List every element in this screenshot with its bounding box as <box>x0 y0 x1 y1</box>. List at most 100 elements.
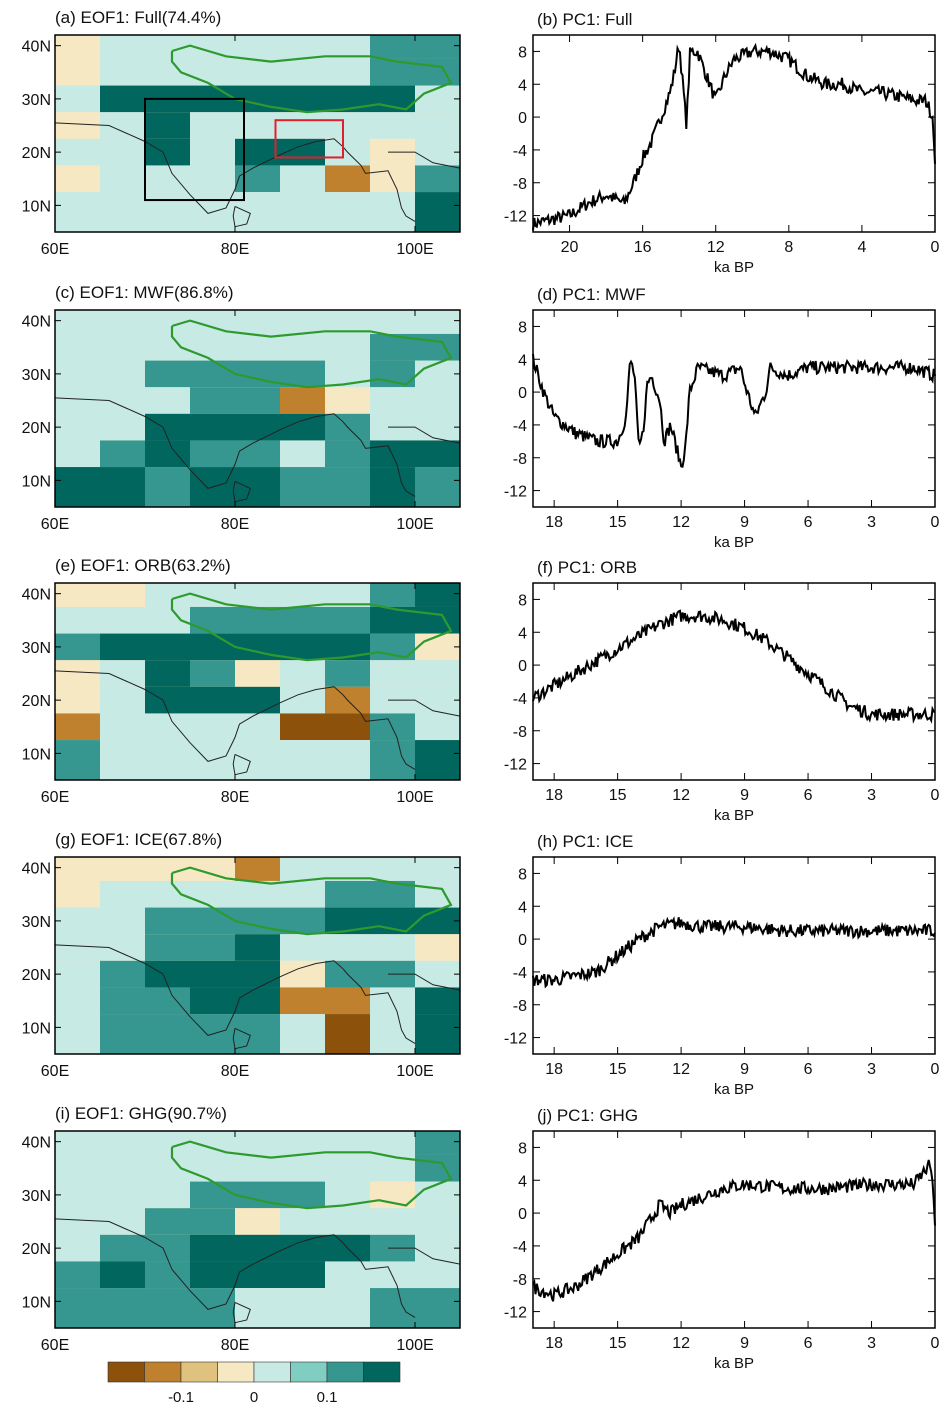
panel-i-coastline <box>388 1247 461 1265</box>
panel-c-plateau-outline <box>170 319 453 389</box>
panel-i-cell <box>100 1234 145 1262</box>
panel-g-cell <box>100 880 145 908</box>
panel-e-map-frame <box>54 582 461 781</box>
panel-f-ytick-label: -12 <box>504 757 527 774</box>
colorbar-swatch <box>290 1361 328 1383</box>
panel-c-cell <box>145 440 190 468</box>
panel-c-cell <box>235 413 280 441</box>
panel-g-plateau-outline <box>170 866 453 936</box>
panel-g-cell <box>415 880 460 908</box>
panel-h-xtick-label: 9 <box>740 1061 749 1078</box>
panel-c-lat-label: 20N <box>22 420 51 437</box>
panel-g-cell <box>370 1014 415 1054</box>
panel-c-cell <box>55 467 100 507</box>
panel-e-cell <box>325 660 370 687</box>
panel-h-ytick-label: -4 <box>513 965 527 982</box>
panel-f-ytick-label: 4 <box>518 625 527 642</box>
panel-b-title: (b) PC1: Full <box>537 10 632 29</box>
panel-e-cell <box>145 660 190 687</box>
panel-e-cell <box>100 713 145 741</box>
panel-e-cell <box>370 740 415 780</box>
panel-g-cell <box>280 907 325 935</box>
panel-h-xtick-label: 12 <box>672 1061 690 1078</box>
panel-g-cell <box>325 1014 370 1054</box>
panel-c-cell <box>280 360 325 388</box>
panel-a-cell <box>55 35 100 59</box>
panel-a-sri-lanka <box>232 205 251 228</box>
panel-i-cell <box>280 1181 325 1209</box>
panel-j-pc: (j) PC1: GHG 8 4 0 -4 -8 -12 18 15 12 9 6 3 0 ka BP <box>504 1106 940 1372</box>
panel-e-cell <box>100 740 145 780</box>
panel-g-cell <box>145 857 190 881</box>
panel-e-cell <box>145 686 190 714</box>
panel-i-cell <box>370 1131 415 1155</box>
panel-g-cell <box>415 987 460 1015</box>
panel-e-cell <box>55 713 100 741</box>
panel-a-cell <box>235 165 280 193</box>
panel-a-cell <box>145 165 190 193</box>
panel-d-ytick-label: -12 <box>504 484 527 501</box>
panel-g-cell <box>145 987 190 1015</box>
panel-j-title: (j) PC1: GHG <box>537 1106 638 1125</box>
panel-e-cell <box>190 633 235 661</box>
panel-e-cell <box>235 583 280 607</box>
panel-c-cell <box>415 413 460 441</box>
panel-c-cell <box>415 387 460 414</box>
panel-b-xtick-label: 16 <box>634 239 652 256</box>
panel-e-cell <box>100 686 145 714</box>
panel-e-cell <box>280 606 325 634</box>
panel-i-map-frame <box>54 1130 461 1329</box>
panel-c-cell <box>235 440 280 468</box>
panel-a-cell <box>100 35 145 59</box>
panel-f-xtick-label: 3 <box>867 787 876 804</box>
panel-i-cell <box>370 1288 415 1328</box>
panel-i-title: (i) EOF1: GHG(90.7%) <box>55 1104 227 1123</box>
panel-d-xtick-label: 15 <box>609 514 627 531</box>
panel-i-cell <box>145 1261 190 1289</box>
panel-d-xtick-label: 6 <box>804 514 813 531</box>
panel-j-xtick-label: 12 <box>672 1335 690 1352</box>
colorbar-swatch <box>144 1361 182 1383</box>
panel-i-cell <box>100 1261 145 1289</box>
panel-g-coastline <box>54 944 416 1044</box>
panel-a-cell <box>280 192 325 232</box>
panel-c-cell <box>100 440 145 468</box>
panel-g-cell <box>235 857 280 881</box>
panel-i-cell <box>325 1131 370 1155</box>
panel-a-plateau-outline <box>170 44 453 114</box>
panel-g-cell <box>145 960 190 988</box>
panel-a-cell <box>415 35 460 59</box>
panel-e-cell <box>280 713 325 741</box>
panel-g-cell <box>415 907 460 935</box>
panel-a-coastline <box>388 151 461 169</box>
panel-a-cell <box>415 165 460 193</box>
panel-a-cell <box>235 35 280 59</box>
panel-b-frame <box>532 34 936 233</box>
panel-a-cell <box>55 58 100 86</box>
panel-e-cell <box>235 660 280 687</box>
panel-g-cell <box>280 960 325 988</box>
panel-a-cell <box>190 58 235 86</box>
panel-e-cell <box>55 740 100 780</box>
panel-j-xlabel: ka BP <box>714 1355 754 1372</box>
panel-e-cell <box>190 686 235 714</box>
panel-i-cell <box>235 1288 280 1328</box>
panel-e-cell <box>190 583 235 607</box>
panel-c-cell <box>55 310 100 334</box>
panel-i-cell <box>235 1208 280 1235</box>
panel-i-cell <box>55 1288 100 1328</box>
panel-i-map: (i) EOF1: GHG(90.7%)40N 30N 20N 10N 60E 80E 10… <box>22 1104 461 1354</box>
panel-g-cell <box>100 960 145 988</box>
panel-h-ytick-label: 8 <box>518 866 527 883</box>
panel-e-cell <box>100 583 145 607</box>
panel-c-lat-label: 10N <box>22 473 51 490</box>
panel-a-cell <box>235 138 280 166</box>
panel-e-cell <box>145 633 190 661</box>
panel-b-ytick-label: 8 <box>518 44 527 61</box>
panel-e-title: (e) EOF1: ORB(63.2%) <box>55 556 231 575</box>
panel-a-cell <box>325 35 370 59</box>
panel-h-xtick-label: 0 <box>931 1061 940 1078</box>
panel-g-cell <box>100 907 145 935</box>
colorbar: -0.1 0 0.1 <box>107 1361 401 1406</box>
panel-h-xtick-label: 3 <box>867 1061 876 1078</box>
